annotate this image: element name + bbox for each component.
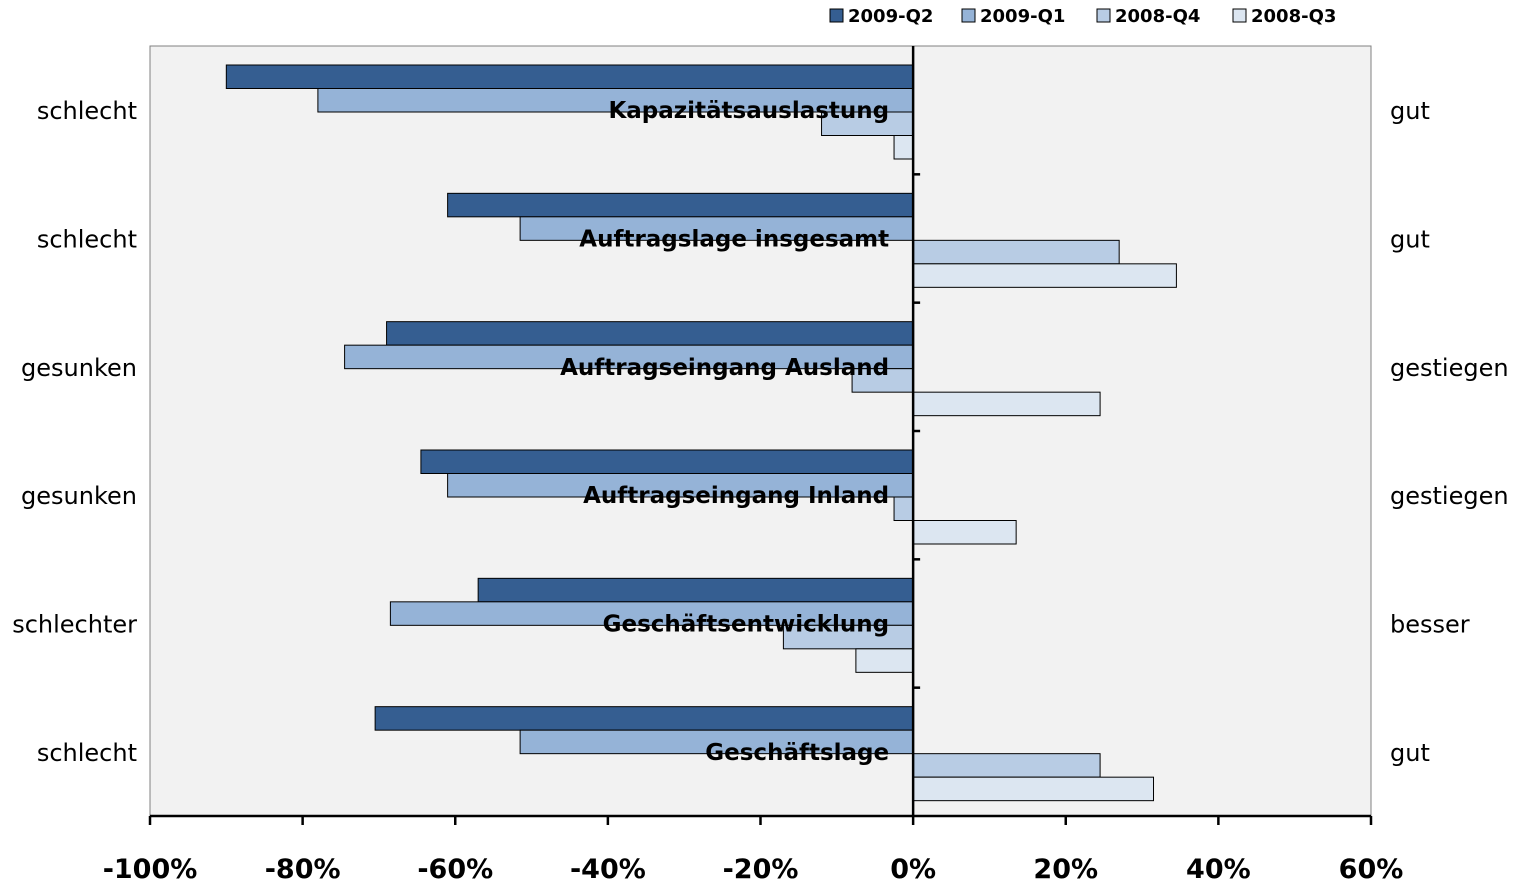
bar-2009-Q2-2 [386,321,914,346]
left-side-label: gesunken [21,354,137,382]
x-tick-label: -80% [265,854,341,885]
left-side-label: schlecht [37,739,137,767]
category-label: Kapazitätsauslastung [608,98,889,124]
category-labels: Kapazitätsauslastung Auftragslage insgesa… [560,98,889,766]
x-tick-label: -40% [570,854,646,885]
bar-2009-Q2-5 [374,706,914,731]
x-tick-label: -60% [417,854,493,885]
right-side-label: gut [1390,226,1430,254]
legend-swatch [1096,8,1111,23]
x-tick-label: 20% [1033,854,1098,885]
legend-label: 2008-Q4 [1115,6,1200,27]
right-side-label: gestiegen [1390,354,1509,382]
legend: 2009-Q2 2009-Q1 2008-Q4 2008-Q3 [829,6,1336,27]
legend-label: 2009-Q2 [848,6,933,27]
x-tick-label: 60% [1339,854,1404,885]
category-label: Geschäftslage [705,740,889,766]
bar-2009-Q2-3 [420,449,914,474]
bar-2008-Q3-2 [912,391,1101,417]
bar-2008-Q3-4 [855,648,914,673]
bar-2008-Q4-5 [912,753,1101,778]
right-side-label: besser [1390,611,1470,639]
bar-2008-Q3-1 [912,263,1177,288]
bar-2008-Q3-5 [912,776,1155,802]
left-side-label: schlecht [37,226,137,254]
legend-swatch [961,8,976,23]
x-tick-label: 40% [1186,854,1251,885]
left-side-label: schlecht [37,97,137,125]
axes-group: -100% -80% -60% -40% -20% 0% 20% 40% 60% [103,46,1404,885]
category-label: Auftragseingang Inland [583,483,889,509]
plot-area [149,45,1372,817]
category-label: Auftragslage insgesamt [579,227,889,253]
x-tick-label: 0% [890,854,936,885]
bar-2008-Q4-1 [912,239,1120,265]
legend-swatch [829,8,844,23]
right-side-label: gut [1390,97,1430,125]
right-side-label: gut [1390,739,1430,767]
side-labels: schlecht gut schlecht gut gesunken gestiegen g… [12,97,1508,767]
bar-2009-Q2-1 [447,192,914,218]
bar-2008-Q3-3 [912,520,1017,545]
category-label: Auftragseingang Ausland [560,355,889,381]
x-tick-label: -100% [103,854,198,885]
bar-2009-Q2-0 [225,64,914,89]
category-label: Geschäftsentwicklung [603,612,890,638]
legend-swatch [1232,8,1247,23]
bar-2008-Q4-3 [893,496,914,521]
left-side-label: gesunken [21,482,137,510]
left-side-label: schlechter [12,611,137,639]
right-side-label: gestiegen [1390,482,1509,510]
legend-label: 2008-Q3 [1251,6,1336,27]
bar-2008-Q3-0 [893,135,914,160]
x-tick-label: -20% [723,854,799,885]
bar-2009-Q2-4 [477,577,914,603]
legend-label: 2009-Q1 [980,6,1065,27]
